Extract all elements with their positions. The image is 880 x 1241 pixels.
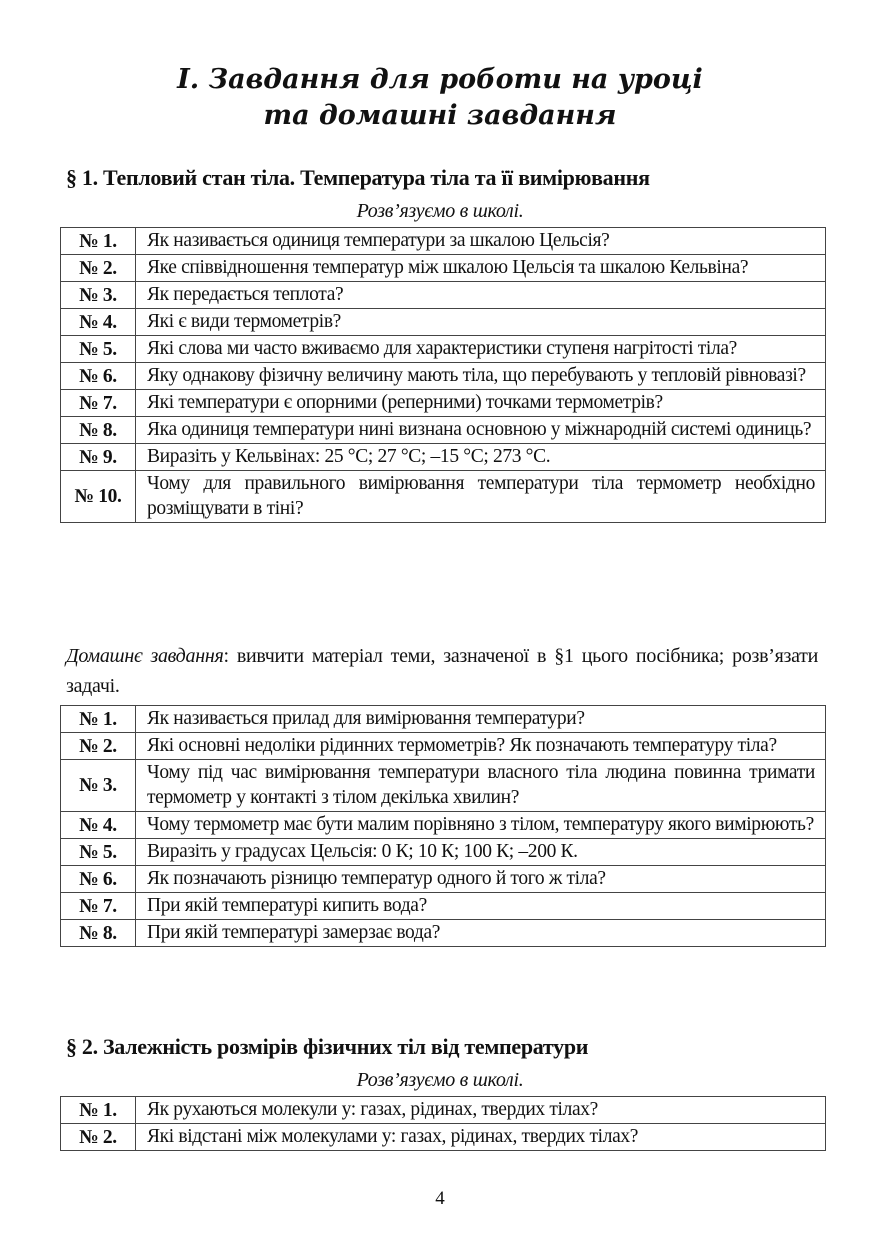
- task-text: Які температури є опорними (реперними) т…: [135, 389, 826, 417]
- task-number: № 2.: [60, 254, 136, 282]
- section-1-subtitle: Розв’язуємо в школі.: [356, 200, 524, 222]
- task-text: Чому під час вимірювання температури вла…: [135, 759, 826, 812]
- task-number: № 6.: [60, 362, 136, 390]
- task-row: № 1. Як рухаються молекули у: газах, ріди…: [60, 1096, 826, 1124]
- task-text: Які є види термометрів?: [135, 308, 826, 336]
- task-text: Виразіть у градусах Цельсія: 0 К; 10 К; …: [135, 838, 826, 866]
- homework-paragraph: Домашнє завдання: вивчити матеріал теми,…: [66, 641, 818, 701]
- task-text: При якій температурі замерзає вода?: [135, 919, 826, 947]
- task-text: Яка одиниця температури нині визнана осн…: [135, 416, 826, 444]
- task-text: Як називається одиниця температури за шк…: [135, 227, 826, 255]
- task-number: № 4.: [60, 811, 136, 839]
- task-text: При якій температурі кипить вода?: [135, 892, 826, 920]
- section-1-school-table: № 1. Як називається одиниця температури з…: [60, 227, 826, 523]
- task-text: Чому для правильного вимірювання темпера…: [135, 470, 826, 523]
- task-text: Які слова ми часто вживаємо для характер…: [135, 335, 826, 363]
- task-row: № 6. Яку однакову фізичну величину мають …: [60, 362, 826, 390]
- task-row: № 1. Як називається одиниця температури з…: [60, 227, 826, 255]
- task-row: № 2. Яке співвідношення температур між шк…: [60, 254, 826, 282]
- task-number: № 10.: [60, 470, 136, 523]
- task-row: № 3. Чому під час вимірювання температури…: [60, 759, 826, 812]
- section-2-subtitle: Розв’язуємо в школі.: [356, 1069, 524, 1091]
- task-number: № 4.: [60, 308, 136, 336]
- task-text: Як передається теплота?: [135, 281, 826, 309]
- task-row: № 7. Які температури є опорними (реперним…: [60, 389, 826, 417]
- task-text: Як називається прилад для вимірювання те…: [135, 705, 826, 733]
- task-row: № 1. Як називається прилад для вимірюванн…: [60, 705, 826, 733]
- task-row: № 6. Як позначають різницю температур одн…: [60, 865, 826, 893]
- task-row: № 3. Як передається теплота?: [60, 281, 826, 309]
- task-text: Яке співвідношення температур між шкалою…: [135, 254, 826, 282]
- task-text: Виразіть у Кельвінах: 25 °С; 27 °С; –15 …: [135, 443, 826, 471]
- task-number: № 9.: [60, 443, 136, 471]
- task-row: № 2. Які основні недоліки рідинних термом…: [60, 732, 826, 760]
- task-row: № 10. Чому для правильного вимірювання те…: [60, 470, 826, 523]
- task-number: № 1.: [60, 705, 136, 733]
- task-row: № 5. Виразіть у градусах Цельсія: 0 К; 10…: [60, 838, 826, 866]
- task-row: № 8. При якій температурі замерзає вода?: [60, 919, 826, 947]
- task-row: № 5. Які слова ми часто вживаємо для хара…: [60, 335, 826, 363]
- task-number: № 2.: [60, 1123, 136, 1151]
- section-1-home-table: № 1. Як називається прилад для вимірюванн…: [60, 705, 826, 947]
- task-number: № 1.: [60, 1096, 136, 1124]
- homework-text: : вивчити матеріал теми, зазначеної в §1…: [66, 645, 819, 697]
- task-number: № 3.: [60, 281, 136, 309]
- page-title: І. Завдання для роботи на уроці та домаш…: [0, 62, 880, 134]
- section-2-heading: § 2. Залежність розмірів фізичних тіл ві…: [66, 1034, 589, 1059]
- task-text: Як позначають різницю температур одного …: [135, 865, 826, 893]
- task-row: № 7. При якій температурі кипить вода?: [60, 892, 826, 920]
- task-row: № 9. Виразіть у Кельвінах: 25 °С; 27 °С; …: [60, 443, 826, 471]
- task-number: № 1.: [60, 227, 136, 255]
- task-row: № 4. Чому термометр має бути малим порівн…: [60, 811, 826, 839]
- task-number: № 5.: [60, 838, 136, 866]
- task-text: Яку однакову фізичну величину мають тіла…: [135, 362, 826, 390]
- task-text: Як рухаються молекули у: газах, рідинах,…: [135, 1096, 826, 1124]
- page-number: 4: [435, 1188, 445, 1209]
- task-text: Які відстані між молекулами у: газах, рі…: [135, 1123, 826, 1151]
- task-row: № 8. Яка одиниця температури нині визнана…: [60, 416, 826, 444]
- task-number: № 7.: [60, 389, 136, 417]
- homework-label: Домашнє завдання: [66, 645, 224, 667]
- task-number: № 6.: [60, 865, 136, 893]
- task-number: № 8.: [60, 416, 136, 444]
- task-number: № 3.: [60, 759, 136, 812]
- task-text: Чому термометр має бути малим порівняно …: [135, 811, 826, 839]
- task-text: Які основні недоліки рідинних термометрі…: [135, 732, 826, 760]
- title-line-2: та домашні завдання: [263, 100, 617, 131]
- section-1-heading: § 1. Тепловий стан тіла. Температура тіл…: [66, 165, 650, 190]
- task-number: № 7.: [60, 892, 136, 920]
- task-row: № 4. Які є види термометрів?: [60, 308, 826, 336]
- task-number: № 2.: [60, 732, 136, 760]
- task-number: № 5.: [60, 335, 136, 363]
- task-number: № 8.: [60, 919, 136, 947]
- task-row: № 2. Які відстані між молекулами у: газах…: [60, 1123, 826, 1151]
- title-line-1: І. Завдання для роботи на уроці: [177, 64, 703, 95]
- section-2-school-table: № 1. Як рухаються молекули у: газах, ріди…: [60, 1096, 826, 1151]
